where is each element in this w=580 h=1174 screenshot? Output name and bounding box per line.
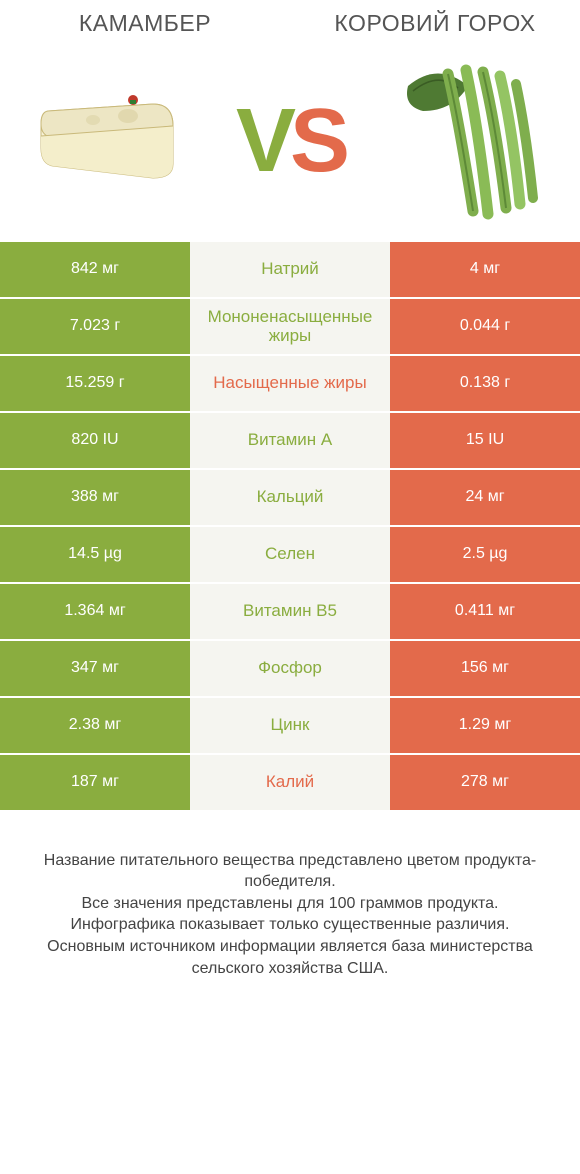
- right-value-cell: 2.5 µg: [390, 527, 580, 582]
- left-value-cell: 187 мг: [0, 755, 190, 810]
- nutrient-label-cell: Селен: [190, 527, 390, 582]
- footnote-text: Название питательного вещества представл…: [0, 850, 580, 980]
- green-beans-icon: [388, 56, 548, 226]
- right-value-cell: 156 мг: [390, 641, 580, 696]
- left-value-cell: 14.5 µg: [0, 527, 190, 582]
- nutrient-label-cell: Кальций: [190, 470, 390, 525]
- footnote-line: Инфографика показывает только существенн…: [20, 914, 560, 936]
- left-value-cell: 388 мг: [0, 470, 190, 525]
- table-row: 7.023 гМононенасыщенные жиры0.044 г: [0, 299, 580, 354]
- right-product-image: [355, 46, 580, 236]
- nutrient-label-cell: Мононенасыщенные жиры: [190, 299, 390, 354]
- footnote-line: Основным источником информации является …: [20, 936, 560, 979]
- nutrient-label-cell: Калий: [190, 755, 390, 810]
- right-value-cell: 1.29 мг: [390, 698, 580, 753]
- right-value-cell: 278 мг: [390, 755, 580, 810]
- right-value-cell: 0.138 г: [390, 356, 580, 411]
- right-value-cell: 24 мг: [390, 470, 580, 525]
- cheese-icon: [33, 86, 193, 196]
- left-value-cell: 842 мг: [0, 242, 190, 297]
- nutrient-label-cell: Витамин A: [190, 413, 390, 468]
- footnote-line: Название питательного вещества представл…: [20, 850, 560, 893]
- left-value-cell: 347 мг: [0, 641, 190, 696]
- left-value-cell: 7.023 г: [0, 299, 190, 354]
- table-row: 842 мгНатрий4 мг: [0, 242, 580, 297]
- right-value-cell: 15 IU: [390, 413, 580, 468]
- left-value-cell: 820 IU: [0, 413, 190, 468]
- left-value-cell: 2.38 мг: [0, 698, 190, 753]
- vs-letter-v: V: [236, 91, 290, 191]
- table-row: 15.259 гНасыщенные жиры0.138 г: [0, 356, 580, 411]
- right-value-cell: 4 мг: [390, 242, 580, 297]
- right-value-cell: 0.411 мг: [390, 584, 580, 639]
- table-row: 820 IUВитамин A15 IU: [0, 413, 580, 468]
- table-row: 388 мгКальций24 мг: [0, 470, 580, 525]
- left-value-cell: 15.259 г: [0, 356, 190, 411]
- vs-label: VS: [225, 96, 355, 186]
- nutrient-label-cell: Насыщенные жиры: [190, 356, 390, 411]
- table-row: 14.5 µgСелен2.5 µg: [0, 527, 580, 582]
- left-value-cell: 1.364 мг: [0, 584, 190, 639]
- right-product-title: КОРОВИЙ ГОРОХ: [290, 10, 580, 38]
- comparison-table: 842 мгНатрий4 мг7.023 гМононенасыщенные …: [0, 242, 580, 810]
- left-product-image: [0, 46, 225, 236]
- nutrient-label-cell: Цинк: [190, 698, 390, 753]
- right-value-cell: 0.044 г: [390, 299, 580, 354]
- nutrient-label-cell: Фосфор: [190, 641, 390, 696]
- image-row: VS: [0, 46, 580, 236]
- table-row: 2.38 мгЦинк1.29 мг: [0, 698, 580, 753]
- left-product-title: КАМАМБЕР: [0, 10, 290, 38]
- table-row: 1.364 мгВитамин B50.411 мг: [0, 584, 580, 639]
- vs-letter-s: S: [290, 91, 344, 191]
- footnote-line: Все значения представлены для 100 граммо…: [20, 893, 560, 915]
- table-row: 347 мгФосфор156 мг: [0, 641, 580, 696]
- header-row: КАМАМБЕР КОРОВИЙ ГОРОХ: [0, 0, 580, 46]
- table-row: 187 мгКалий278 мг: [0, 755, 580, 810]
- nutrient-label-cell: Витамин B5: [190, 584, 390, 639]
- nutrient-label-cell: Натрий: [190, 242, 390, 297]
